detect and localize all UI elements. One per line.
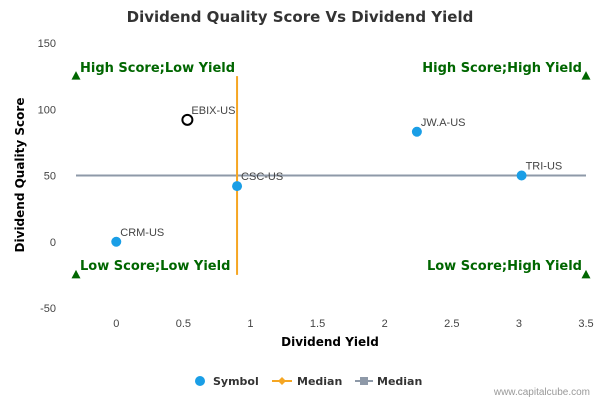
- data-point-highlighted[interactable]: [181, 113, 194, 126]
- quadrant-marker: [71, 269, 81, 279]
- data-point-label: JW.A-US: [421, 117, 466, 129]
- data-points: JW.A-US TRI-US CSC-US CRM-US EBIX-US: [111, 105, 562, 247]
- legend[interactable]: Symbol Median Median: [195, 375, 422, 388]
- y-axis-ticks: 150 100 50 0 -50: [38, 38, 56, 315]
- x-tick-label: 3: [516, 318, 522, 330]
- legend-median-score-marker: [360, 377, 368, 385]
- quadrant-marker: [581, 269, 591, 279]
- legend-symbol-label: Symbol: [213, 375, 259, 388]
- quadrant-labels: High Score;Low Yield High Score;High Yiel…: [80, 61, 582, 274]
- data-point[interactable]: [111, 236, 122, 247]
- x-tick-label: 1.5: [310, 318, 325, 330]
- y-tick-label: -50: [40, 303, 56, 315]
- legend-median-yield-marker: [278, 377, 286, 385]
- x-axis-title: Dividend Yield: [281, 335, 379, 349]
- x-tick-label: 2: [382, 318, 388, 330]
- data-point[interactable]: [516, 170, 527, 181]
- quadrant-marker: [71, 71, 81, 80]
- legend-median-score-label: Median: [377, 375, 422, 388]
- y-tick-label: 150: [38, 38, 56, 50]
- quadrant-marker: [581, 71, 591, 80]
- data-point-label: EBIX-US: [191, 105, 235, 117]
- legend-item-symbol[interactable]: Symbol: [195, 375, 259, 388]
- data-point[interactable]: [411, 126, 422, 137]
- legend-median-yield-label: Median: [297, 375, 342, 388]
- quadrant-label-top-left: High Score;Low Yield: [80, 61, 235, 76]
- quadrant-label-bottom-right: Low Score;High Yield: [427, 259, 582, 274]
- y-tick-label: 50: [44, 171, 56, 183]
- quadrant-markers: [71, 71, 591, 279]
- data-point-label: CRM-US: [120, 227, 164, 239]
- x-tick-label: 1: [247, 318, 253, 330]
- legend-symbol-marker: [195, 376, 205, 386]
- legend-item-median-score[interactable]: Median: [355, 375, 422, 388]
- data-point[interactable]: [232, 181, 243, 192]
- data-point-label: CSC-US: [241, 171, 283, 183]
- quadrant-label-top-right: High Score;High Yield: [422, 61, 582, 76]
- y-tick-label: 100: [38, 104, 56, 116]
- x-tick-label: 0.5: [176, 318, 191, 330]
- chart-title: Dividend Quality Score Vs Dividend Yield: [127, 8, 474, 26]
- credit-text[interactable]: www.capitalcube.com: [493, 387, 590, 398]
- y-tick-label: 0: [50, 237, 56, 249]
- x-tick-label: 3.5: [578, 318, 593, 330]
- x-axis-ticks: 0 0.5 1 1.5 2 2.5 3 3.5: [113, 318, 593, 330]
- quadrant-label-bottom-left: Low Score;Low Yield: [80, 259, 230, 274]
- x-tick-label: 0: [113, 318, 119, 330]
- legend-item-median-yield[interactable]: Median: [272, 375, 342, 388]
- x-tick-label: 2.5: [444, 318, 459, 330]
- y-axis-title: Dividend Quality Score: [13, 98, 27, 253]
- data-point-label: TRI-US: [526, 161, 563, 173]
